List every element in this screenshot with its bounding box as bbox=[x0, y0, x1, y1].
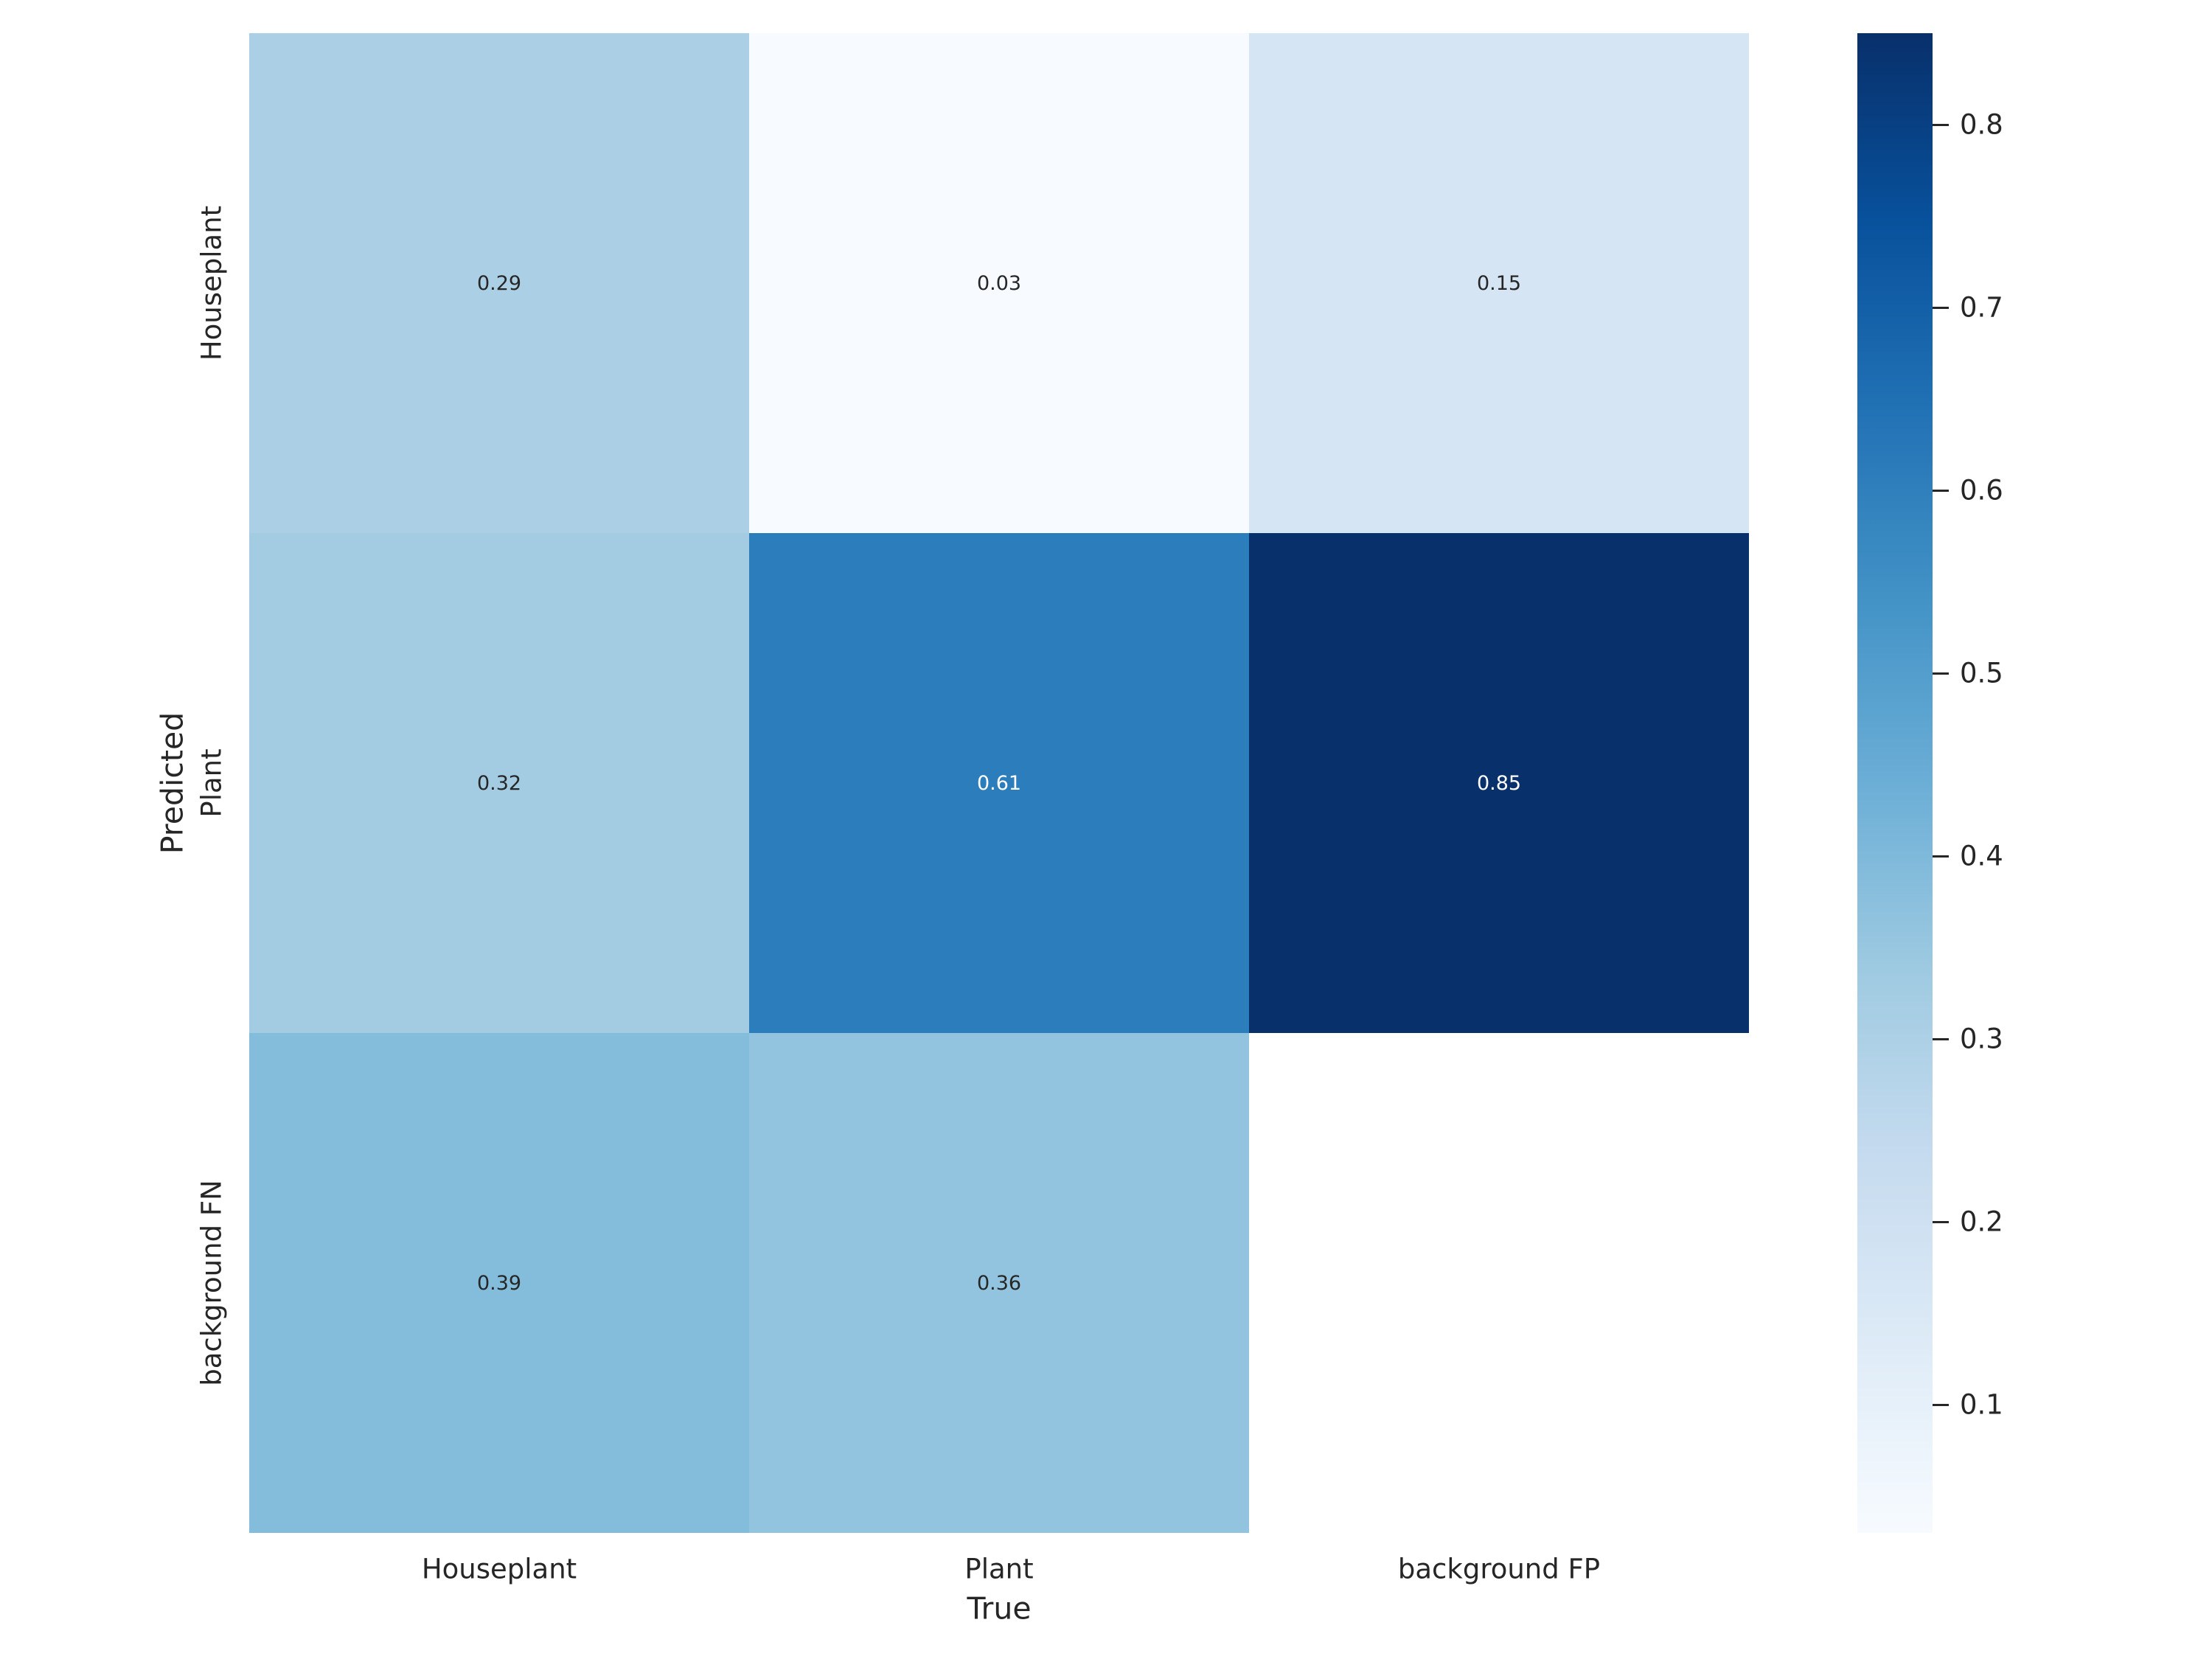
heatmap-cell-background-fn-houseplant: 0.39 bbox=[249, 1033, 749, 1533]
heatmap-cell-background-fn-background-fp bbox=[1249, 1033, 1749, 1533]
colorbar-tick-mark bbox=[1933, 489, 1949, 492]
y-tick-label-plant: Plant bbox=[195, 748, 228, 818]
colorbar-tick-label-0-7: 0.7 bbox=[1960, 291, 2003, 324]
heatmap-cell-plant-plant: 0.61 bbox=[749, 533, 1249, 1033]
colorbar-tick-label-0-3: 0.3 bbox=[1960, 1023, 2003, 1055]
heatmap-cell-houseplant-houseplant: 0.29 bbox=[249, 33, 749, 533]
y-axis-label: Predicted bbox=[154, 712, 190, 855]
y-tick-label-houseplant: Houseplant bbox=[195, 205, 228, 361]
x-tick-label-houseplant: Houseplant bbox=[421, 1553, 577, 1585]
cell-value: 0.36 bbox=[976, 1271, 1022, 1295]
cell-value: 0.15 bbox=[1476, 271, 1522, 295]
heatmap-cell-houseplant-plant: 0.03 bbox=[749, 33, 1249, 533]
colorbar-tick-label-0-1: 0.1 bbox=[1960, 1388, 2003, 1421]
colorbar-tick-mark bbox=[1933, 123, 1949, 126]
heatmap-cell-plant-houseplant: 0.32 bbox=[249, 533, 749, 1033]
colorbar-tick-label-0-2: 0.2 bbox=[1960, 1206, 2003, 1238]
colorbar-tick-label-0-5: 0.5 bbox=[1960, 657, 2003, 689]
heatmap-cell-plant-background-fp: 0.85 bbox=[1249, 533, 1749, 1033]
heatmap-cell-background-fn-plant: 0.36 bbox=[749, 1033, 1249, 1533]
colorbar-tick-mark bbox=[1933, 306, 1949, 309]
colorbar-tick-mark bbox=[1933, 1220, 1949, 1223]
x-axis-label: True bbox=[967, 1590, 1032, 1627]
colorbar-tick-mark bbox=[1933, 672, 1949, 675]
colorbar-tick-label-0-6: 0.6 bbox=[1960, 474, 2003, 507]
x-tick-label-plant: Plant bbox=[964, 1553, 1034, 1585]
colorbar-tick-mark bbox=[1933, 1403, 1949, 1406]
cell-value: 0.39 bbox=[476, 1271, 522, 1295]
cell-value: 0.29 bbox=[476, 271, 522, 295]
colorbar-tick-mark bbox=[1933, 855, 1949, 858]
cell-value: 0.32 bbox=[476, 771, 522, 795]
heatmap-cell-houseplant-background-fp: 0.15 bbox=[1249, 33, 1749, 533]
x-tick-label-background-fp: background FP bbox=[1397, 1553, 1601, 1585]
cell-value: 0.85 bbox=[1476, 771, 1522, 795]
colorbar-tick-label-0-8: 0.8 bbox=[1960, 108, 2003, 141]
y-tick-label-background-fn: background FN bbox=[195, 1180, 228, 1386]
colorbar bbox=[1857, 33, 1933, 1533]
colorbar-tick-label-0-4: 0.4 bbox=[1960, 840, 2003, 872]
colorbar-tick-mark bbox=[1933, 1037, 1949, 1040]
cell-value: 0.03 bbox=[976, 271, 1022, 295]
cell-value: 0.61 bbox=[976, 771, 1022, 795]
